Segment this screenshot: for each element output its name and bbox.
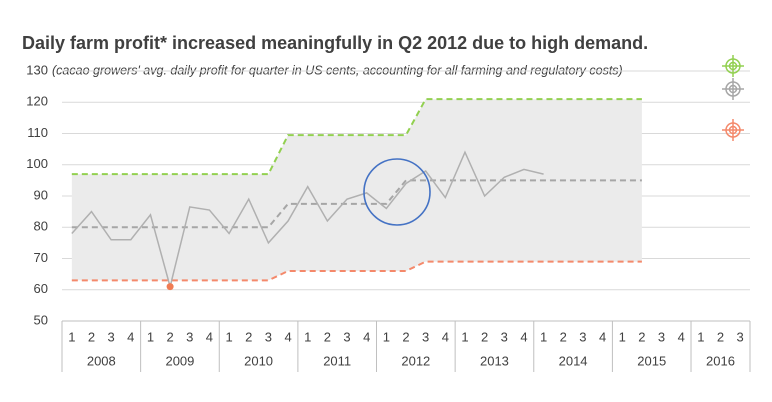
dashed-line [71,98,642,176]
x-tick-label: 4 [127,329,134,344]
x-tick-label: 1 [68,329,75,344]
x-group-label: 2010 [244,353,273,368]
y-tick-label: 120 [26,94,48,109]
x-tick-label: 1 [540,329,547,344]
x-tick-label: 2 [166,329,173,344]
x-tick-label: 3 [186,329,193,344]
x-tick-label: 2 [481,329,488,344]
x-group-label: 2014 [559,353,588,368]
y-tick-label: 90 [34,187,48,202]
x-tick-label: 3 [422,329,429,344]
x-tick-label: 1 [225,329,232,344]
dashed-line [71,179,642,229]
x-group-label: 2008 [87,353,116,368]
x-group-label: 2011 [323,353,351,368]
x-group-label: 2013 [480,353,509,368]
x-tick-label: 2 [324,329,331,344]
y-tick-label: 110 [27,125,48,140]
x-tick-label: 3 [579,329,586,344]
x-tick-label: 1 [147,329,154,344]
x-group-label: 2016 [706,353,735,368]
x-tick-label: 3 [343,329,350,344]
x-tick-label: 3 [501,329,508,344]
chart-title: Daily farm profit* increased meaningfull… [22,33,648,53]
x-tick-label: 2 [402,329,409,344]
legend-icon [722,78,744,100]
x-tick-label: 3 [737,329,744,344]
x-tick-label: 4 [363,329,370,344]
x-tick-label: 4 [520,329,527,344]
y-tick-label: 80 [34,219,48,234]
x-tick-label: 1 [383,329,390,344]
x-tick-label: 1 [461,329,468,344]
x-tick-label: 2 [88,329,95,344]
x-tick-label: 4 [599,329,606,344]
x-tick-label: 4 [678,329,685,344]
x-tick-label: 4 [284,329,291,344]
dashed-line [71,260,642,282]
x-tick-label: 2 [638,329,645,344]
x-tick-label: 1 [304,329,311,344]
x-group-label: 2012 [401,353,430,368]
y-tick-label: 130 [26,62,48,77]
x-tick-label: 2 [245,329,252,344]
y-tick-label: 50 [34,312,48,327]
annotation-circle [363,158,431,226]
x-tick-label: 1 [619,329,626,344]
x-tick-label: 3 [108,329,115,344]
y-tick-label: 70 [34,250,48,265]
x-tick-label: 2 [560,329,567,344]
legend-icon [722,55,744,77]
legend-icon [722,119,744,141]
chart-subtitle: (cacao growers' avg. daily profit for qu… [52,63,623,77]
y-tick-label: 100 [26,156,48,171]
x-tick-label: 3 [658,329,665,344]
band [71,99,642,281]
x-tick-label: 4 [206,329,213,344]
x-tick-label: 1 [697,329,704,344]
line [71,150,544,290]
x-tick-label: 3 [265,329,272,344]
x-tick-label: 2 [717,329,724,344]
x-tick-label: 4 [442,329,449,344]
y-tick-label: 60 [34,281,48,296]
x-group-label: 2009 [165,353,194,368]
highlight-point [166,283,174,291]
x-group-label: 2015 [637,353,666,368]
